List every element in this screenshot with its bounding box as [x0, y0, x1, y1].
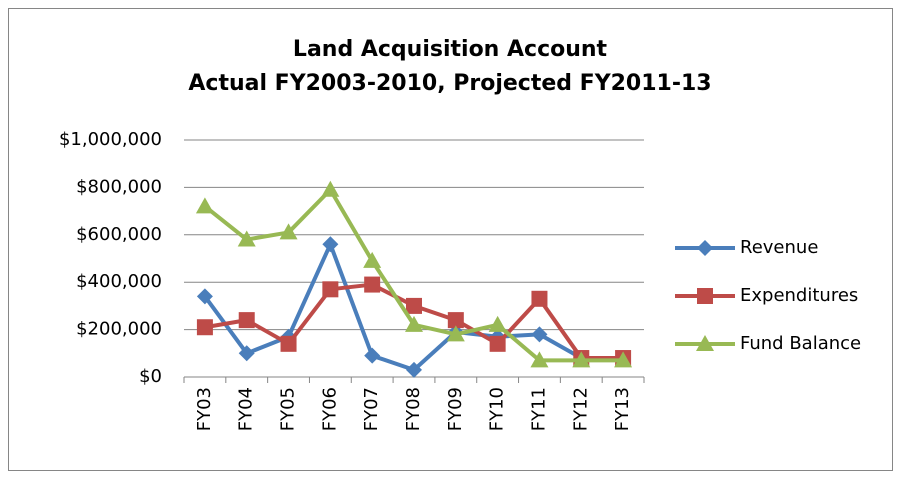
x-tick-label: FY03: [194, 387, 215, 431]
data-point: [531, 290, 548, 307]
data-point: [363, 251, 382, 268]
y-tick-label: $400,000: [76, 271, 162, 292]
x-tick-label: FY06: [319, 387, 340, 431]
data-point: [406, 297, 422, 314]
data-point: [531, 326, 548, 343]
legend-label: Fund Balance: [740, 333, 861, 354]
data-point: [238, 345, 255, 362]
y-tick-label: $800,000: [76, 176, 162, 197]
data-point: [195, 197, 214, 214]
y-tick-label: $600,000: [76, 224, 162, 245]
data-point: [238, 312, 255, 329]
chart-subtitle: Actual FY2003-2010, Projected FY2011-13: [188, 71, 711, 96]
data-point: [279, 223, 298, 240]
x-tick-label: FY13: [612, 387, 633, 431]
legend-label: Expenditures: [740, 285, 858, 306]
data-point: [364, 347, 381, 364]
data-point: [280, 335, 297, 352]
chart-title: Land Acquisition Account: [293, 37, 608, 62]
x-tick-label: FY09: [445, 387, 466, 431]
data-point: [196, 288, 213, 305]
data-point: [530, 351, 549, 368]
x-tick-label: FY10: [487, 387, 508, 431]
y-tick-label: $200,000: [76, 319, 162, 340]
data-point: [488, 315, 507, 332]
x-tick-label: FY07: [361, 387, 382, 431]
legend-marker: [697, 288, 713, 304]
data-point: [405, 315, 423, 332]
x-tick-label: FY04: [236, 387, 257, 431]
chart-border: [8, 8, 893, 471]
data-point: [572, 351, 591, 368]
x-tick-label: FY11: [528, 387, 549, 431]
x-tick-label: FY05: [278, 387, 299, 431]
data-point: [196, 319, 213, 336]
data-point: [489, 335, 506, 352]
x-tick-label: FY12: [570, 387, 591, 431]
data-point: [322, 281, 339, 298]
data-point: [447, 312, 464, 329]
data-point: [321, 180, 340, 197]
legend-label: Revenue: [740, 237, 818, 258]
y-tick-label: $1,000,000: [59, 129, 162, 150]
data-point: [446, 325, 465, 342]
data-point: [322, 236, 339, 253]
y-tick-label: $0: [139, 366, 162, 387]
data-point: [406, 361, 422, 378]
data-point: [614, 351, 633, 368]
data-point: [364, 276, 381, 293]
legend-marker: [697, 240, 713, 256]
data-point: [237, 230, 256, 247]
legend-marker: [696, 335, 714, 351]
x-tick-label: FY08: [403, 387, 424, 431]
